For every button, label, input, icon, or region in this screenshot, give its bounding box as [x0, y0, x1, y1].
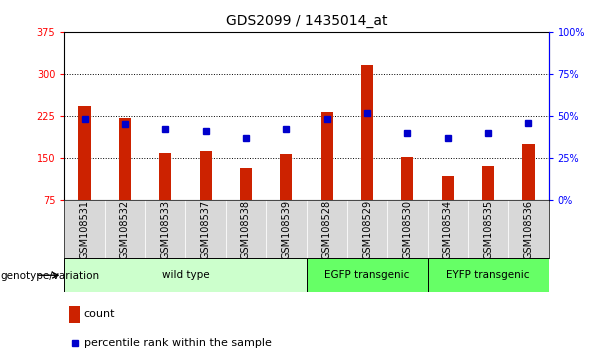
Text: GSM108531: GSM108531: [80, 200, 89, 259]
Bar: [427, 200, 468, 258]
Text: genotype/variation: genotype/variation: [0, 271, 99, 281]
Bar: [145, 200, 185, 258]
Bar: [306, 200, 347, 258]
Text: GSM108537: GSM108537: [200, 200, 211, 259]
Text: GSM108532: GSM108532: [120, 200, 130, 259]
Bar: [361, 65, 373, 200]
Bar: [347, 200, 387, 258]
FancyBboxPatch shape: [306, 258, 427, 292]
Text: GSM108539: GSM108539: [281, 200, 291, 259]
Bar: [78, 106, 91, 200]
Bar: [442, 176, 454, 200]
Text: EYFP transgenic: EYFP transgenic: [446, 270, 530, 280]
Text: EGFP transgenic: EGFP transgenic: [324, 270, 409, 280]
Text: wild type: wild type: [162, 270, 209, 280]
Bar: [482, 166, 494, 200]
FancyBboxPatch shape: [64, 258, 306, 292]
Text: GSM108529: GSM108529: [362, 200, 372, 259]
Bar: [321, 112, 333, 200]
Text: count: count: [84, 309, 115, 319]
Bar: [468, 200, 508, 258]
Text: GSM108535: GSM108535: [483, 200, 493, 259]
Bar: [280, 154, 292, 200]
FancyBboxPatch shape: [427, 258, 549, 292]
Bar: [240, 167, 252, 200]
Text: GSM108530: GSM108530: [402, 200, 413, 259]
Bar: [387, 200, 428, 258]
Text: GSM108528: GSM108528: [322, 200, 332, 259]
Bar: [508, 200, 549, 258]
Bar: [69, 306, 80, 323]
Bar: [64, 200, 105, 258]
Bar: [200, 151, 211, 200]
Text: GSM108533: GSM108533: [160, 200, 170, 259]
Text: GDS2099 / 1435014_at: GDS2099 / 1435014_at: [226, 14, 387, 28]
Bar: [185, 200, 226, 258]
Bar: [119, 118, 131, 200]
Text: GSM108538: GSM108538: [241, 200, 251, 259]
Bar: [226, 200, 266, 258]
Bar: [522, 144, 535, 200]
Bar: [105, 200, 145, 258]
Bar: [266, 200, 306, 258]
Text: GSM108536: GSM108536: [524, 200, 533, 259]
Text: percentile rank within the sample: percentile rank within the sample: [84, 338, 272, 348]
Text: GSM108534: GSM108534: [443, 200, 453, 259]
Bar: [402, 157, 413, 200]
Bar: [159, 154, 171, 200]
